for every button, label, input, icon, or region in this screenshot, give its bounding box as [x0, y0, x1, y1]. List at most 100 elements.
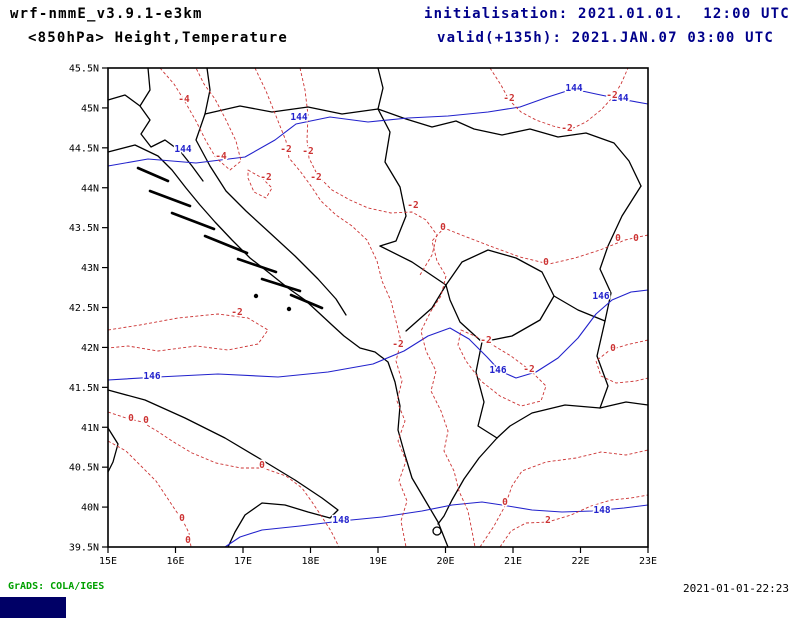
height-contour-label: 146: [489, 365, 506, 376]
serbia-macedonia-border: [553, 295, 606, 322]
temp-contour-label: -2: [302, 146, 313, 157]
border-spur-nw: [139, 67, 151, 107]
temp-contour-2: [499, 494, 649, 548]
height-contours: [107, 88, 649, 548]
height-contour-label: 144: [174, 144, 191, 155]
island-1: [136, 166, 170, 183]
temp-contour-label: 0: [143, 415, 149, 426]
temp-contour-0-b: [595, 339, 649, 384]
temp-contour-label: 0: [440, 222, 446, 233]
temp-contour-label: 0: [128, 413, 134, 424]
lat-tick-label: 39.5N: [69, 543, 99, 554]
height-contour-label: 144: [611, 93, 628, 104]
albania-macedonia-border: [475, 341, 498, 439]
lat-tick-label: 41N: [81, 423, 99, 434]
island-dot-1: [253, 293, 259, 299]
greece-macedonia-border: [496, 404, 601, 439]
lat-tick-label: 40N: [81, 503, 99, 514]
lon-tick-label: 19E: [369, 556, 387, 567]
lat-tick-label: 44.5N: [69, 143, 99, 154]
montenegro-serbia-border: [379, 245, 447, 286]
macedonia-bulgaria-border: [596, 320, 609, 409]
temperature-contours: [107, 67, 649, 548]
temp-contour-0-c: [107, 411, 340, 548]
temp-contour-label: -2: [392, 339, 403, 350]
init-time-text: initialisation: 2021.01.01. 12:00 UTC: [424, 6, 790, 22]
lon-tick-label: 18E: [301, 556, 319, 567]
lat-tick-label: 42N: [81, 343, 99, 354]
temp-contour-m2-a: [254, 67, 408, 548]
croatia-serbia-border: [377, 67, 384, 110]
island-dot-2: [286, 306, 292, 312]
greece-bulgaria-border: [599, 401, 649, 409]
temp-contour-label: -2: [523, 364, 534, 375]
axes: 45.5N 45N 44.5N 44N 43.5N 43N 42.5N 42N 41.5N 41N…: [69, 64, 657, 568]
danube-romania-border: [377, 108, 642, 187]
temp-contour-label: -2: [260, 172, 271, 183]
lon-tick-label: 21E: [504, 556, 522, 567]
temp-contour-m4: [159, 67, 242, 171]
kosovo-border: [445, 249, 555, 343]
model-title: wrf-nmmE_v3.9.1-e3km: [10, 6, 203, 22]
temp-contour-label: -2: [503, 93, 514, 104]
height-contour-146: [107, 289, 649, 381]
height-contour-label: 144: [290, 112, 307, 123]
temp-contour-label: -2: [480, 335, 491, 346]
temp-contour-label: -2: [310, 172, 321, 183]
grads-credit: GrADS: COLA/IGES: [8, 581, 105, 592]
temp-contour-label: 0: [633, 233, 639, 244]
border-spur-n: [204, 67, 211, 115]
height-contour-148: [224, 501, 649, 548]
lat-tick-label: 45N: [81, 103, 99, 114]
lon-tick-label: 17E: [234, 556, 252, 567]
istria-coast: [107, 94, 204, 182]
temp-contour-label: -4: [178, 94, 190, 105]
tyrrhenian-coast: [107, 427, 119, 473]
temp-contour-label: 0: [543, 257, 549, 268]
temp-contour-label: -2: [606, 90, 617, 101]
lat-tick-label: 41.5N: [69, 383, 99, 394]
temp-contour-m2-b: [299, 67, 438, 276]
island-2: [148, 189, 192, 208]
lat-tick-label: 45.5N: [69, 64, 99, 75]
temp-contour-0-a: [420, 227, 649, 548]
temp-contour-label: -2: [561, 123, 572, 134]
temp-contour-label: -2: [231, 307, 242, 318]
coastlines-and-borders: [107, 67, 649, 548]
height-contour-label: 144: [565, 83, 582, 94]
lat-tick-label: 43.5N: [69, 223, 99, 234]
island-3: [170, 211, 216, 231]
valid-time-text: valid(+135h): 2021.JAN.07 03:00 UTC: [437, 30, 775, 46]
temp-contour-0-d: [107, 440, 192, 548]
creation-timestamp: 2021-01-01-22:23: [683, 582, 789, 595]
italy-puglia-coast: [107, 389, 339, 548]
lon-tick-label: 23E: [639, 556, 657, 567]
lat-tick-label: 43N: [81, 263, 99, 274]
temp-contour-label: -2: [280, 144, 291, 155]
lon-tick-label: 16E: [166, 556, 184, 567]
temp-contour-label: 0: [502, 497, 508, 508]
temp-contour-label: -4: [215, 151, 227, 162]
temp-contour-m2-c: [107, 313, 269, 352]
lon-tick-label: 20E: [436, 556, 454, 567]
height-contour-label: 148: [593, 505, 610, 516]
grads-logo-block: [0, 597, 66, 618]
field-title: <850hPa> Height,Temperature: [28, 30, 288, 46]
temp-contour-m2-d: [247, 169, 273, 199]
temp-contour-label: 2: [545, 515, 551, 526]
height-contour-label: 148: [332, 515, 349, 526]
temp-contour-label: 0: [615, 233, 621, 244]
corfu-island: [432, 526, 442, 536]
lon-tick-label: 15E: [99, 556, 117, 567]
temp-contour-label: 0: [179, 513, 185, 524]
lat-tick-label: 40.5N: [69, 463, 99, 474]
island-6: [260, 277, 302, 293]
drina-border: [377, 108, 407, 247]
temp-contour-label: -2: [407, 200, 418, 211]
island-4: [203, 234, 249, 255]
sava-border: [204, 105, 379, 115]
height-contour-144: [107, 88, 649, 167]
temp-contour-label: 0: [185, 535, 191, 546]
